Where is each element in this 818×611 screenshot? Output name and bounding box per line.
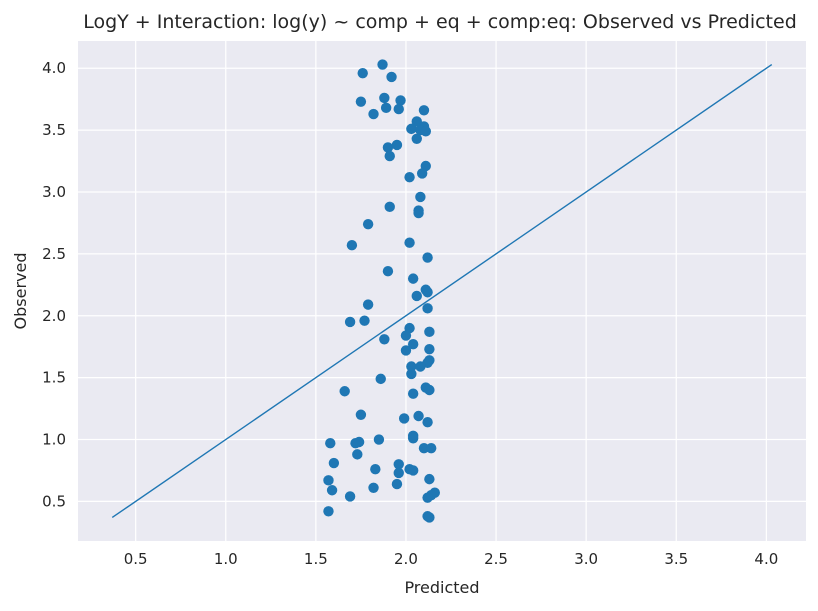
scatter-point bbox=[393, 467, 404, 479]
grid bbox=[78, 41, 806, 541]
y-axis-title: Observed bbox=[11, 253, 30, 330]
scatter-point bbox=[344, 316, 356, 328]
scatter-point bbox=[359, 315, 370, 326]
scatter-point bbox=[404, 237, 415, 248]
scatter-point bbox=[362, 218, 374, 230]
scatter-point bbox=[357, 67, 368, 79]
y-tick-label: 0.5 bbox=[42, 492, 66, 510]
scatter-point bbox=[424, 326, 435, 338]
scatter-point bbox=[362, 299, 374, 310]
y-tick-label: 2.5 bbox=[42, 245, 66, 263]
scatter-point bbox=[380, 102, 392, 114]
x-tick-label: 1.0 bbox=[214, 550, 238, 568]
scatter-point bbox=[323, 475, 334, 486]
x-tick-label: 2.5 bbox=[484, 550, 508, 568]
scatter-point bbox=[398, 413, 410, 424]
x-axis-title: Predicted bbox=[404, 578, 479, 597]
y-tick-label: 4.0 bbox=[42, 59, 66, 77]
y-tick-label: 3.5 bbox=[42, 121, 66, 139]
chart-title: LogY + Interaction: log(y) ~ comp + eq +… bbox=[83, 11, 797, 33]
scatter-point bbox=[393, 459, 404, 470]
scatter-point bbox=[411, 290, 422, 302]
scatter-point bbox=[368, 482, 379, 493]
scatter-point bbox=[352, 449, 363, 460]
scatter-point bbox=[418, 442, 430, 454]
data-points bbox=[323, 59, 440, 523]
scatter-point bbox=[379, 334, 390, 345]
scatter-point bbox=[415, 191, 426, 203]
identity-reference-line bbox=[111, 63, 773, 519]
y-tick-label: 1.5 bbox=[42, 369, 66, 387]
x-tick-label: 1.5 bbox=[304, 550, 328, 568]
scatter-point bbox=[422, 492, 433, 503]
scatter-point bbox=[415, 361, 426, 372]
scatter-point bbox=[418, 105, 430, 116]
y-tick-labels: 0.5 1.0 1.5 2.0 2.5 3.0 3.5 4.0 bbox=[42, 59, 66, 510]
x-tick-label: 2.0 bbox=[394, 550, 418, 568]
scatter-point bbox=[328, 457, 340, 469]
scatter-point bbox=[424, 512, 435, 523]
scatter-point bbox=[406, 368, 417, 380]
scatter-point bbox=[393, 103, 404, 115]
scatter-point bbox=[382, 265, 394, 277]
scatter-point bbox=[406, 361, 417, 372]
scatter-point bbox=[350, 438, 361, 449]
x-tick-label: 4.0 bbox=[754, 550, 778, 568]
scatter-point bbox=[375, 373, 386, 385]
y-tick-label: 2.0 bbox=[42, 307, 66, 325]
scatter-point bbox=[422, 416, 433, 428]
y-tick-label: 1.0 bbox=[42, 431, 66, 449]
scatter-point bbox=[373, 434, 385, 445]
scatter-point bbox=[420, 126, 431, 137]
scatter-point bbox=[425, 442, 437, 454]
y-tick-label: 3.0 bbox=[42, 183, 66, 201]
scatter-point bbox=[395, 95, 406, 106]
scatter-point bbox=[400, 345, 412, 356]
scatter-point bbox=[411, 133, 422, 144]
scatter-point bbox=[406, 123, 417, 135]
scatter-point bbox=[384, 201, 395, 213]
scatter-point bbox=[355, 96, 367, 107]
scatter-point bbox=[370, 464, 381, 475]
scatter-point bbox=[344, 491, 356, 502]
scatter-point bbox=[391, 139, 403, 151]
scatter-point bbox=[413, 207, 424, 219]
scatter-point bbox=[384, 150, 395, 162]
scatter-point bbox=[377, 59, 388, 70]
scatter-point bbox=[323, 506, 334, 517]
scatter-point bbox=[339, 386, 350, 397]
x-tick-label: 0.5 bbox=[124, 550, 148, 568]
scatter-point bbox=[391, 478, 403, 490]
scatter-point bbox=[346, 240, 358, 251]
scatter-point bbox=[407, 433, 419, 444]
scatter-point bbox=[404, 171, 415, 183]
scatter-point bbox=[424, 343, 435, 355]
scatter-point bbox=[407, 339, 419, 350]
scatter-point bbox=[416, 168, 428, 179]
scatter-point bbox=[407, 388, 419, 399]
reference-line-layer bbox=[111, 63, 773, 519]
scatter-point bbox=[386, 71, 397, 83]
scatter-point bbox=[422, 287, 433, 298]
x-tick-label: 3.0 bbox=[574, 550, 598, 568]
scatter-point bbox=[355, 409, 367, 420]
scatter-point bbox=[422, 252, 433, 263]
scatter-point bbox=[325, 438, 336, 449]
scatter-point bbox=[413, 410, 424, 422]
scatter-point bbox=[424, 473, 435, 485]
x-tick-labels: 0.5 1.0 1.5 2.0 2.5 3.0 3.5 4.0 bbox=[124, 550, 779, 568]
scatter-point bbox=[382, 142, 394, 153]
scatter-point bbox=[424, 384, 435, 396]
scatter-point bbox=[407, 465, 419, 476]
scatter-point bbox=[326, 485, 338, 496]
scatter-point bbox=[400, 330, 412, 341]
scatter-point bbox=[379, 92, 390, 104]
scatter-point bbox=[368, 108, 379, 120]
scatter-point bbox=[422, 303, 433, 314]
x-tick-label: 3.5 bbox=[664, 550, 688, 568]
scatter-point bbox=[407, 273, 419, 284]
